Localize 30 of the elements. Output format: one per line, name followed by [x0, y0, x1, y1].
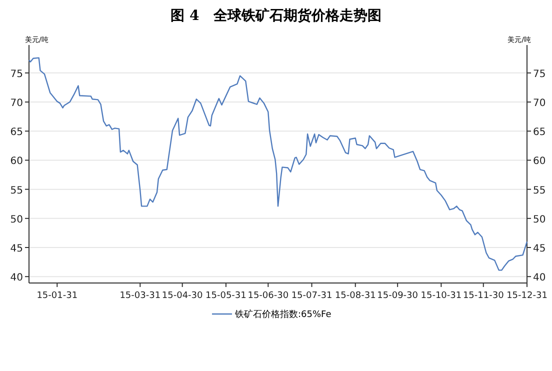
y-tick-label: 55 [10, 185, 23, 196]
x-tick-label: 15-05-31 [206, 291, 246, 301]
x-tick-label: 15-08-31 [334, 291, 376, 301]
x-tick-label: 15-01-31 [36, 291, 78, 301]
y2-tick-label: 60 [533, 156, 546, 168]
y2-tick-label: 45 [533, 244, 546, 255]
x-tick-label: 15-10-31 [420, 291, 462, 301]
y-tick-label: 40 [10, 272, 23, 284]
y2-tick-label: 70 [533, 98, 546, 110]
y2-tick-label: 75 [533, 68, 546, 80]
x-tick-label: 15-03-31 [120, 291, 161, 301]
x-tick-label: 15-12-31 [506, 291, 548, 301]
y-tick-label: 65 [10, 127, 23, 138]
x-tick-label: 15-06-30 [248, 291, 289, 301]
y-tick-label: 70 [10, 98, 23, 110]
x-tick-label: 15-07-31 [291, 291, 332, 301]
legend: 铁矿石价格指数:65%Fe [212, 310, 332, 320]
y2-tick-label: 55 [533, 185, 546, 196]
y-tick-label: 45 [10, 244, 23, 255]
y2-tick-label: 40 [533, 272, 546, 284]
x-tick-label: 15-09-30 [377, 291, 418, 301]
y2-tick-label: 50 [533, 214, 546, 226]
y-tick-label: 60 [10, 156, 23, 168]
legend-label: 铁矿石价格指数:65%Fe [234, 309, 332, 320]
y-tick-label: 50 [10, 214, 23, 226]
y-tick-label: 75 [10, 68, 23, 80]
chart-title: 图 4 全球铁矿石期货价格走势图 [170, 7, 382, 24]
x-tick-label: 15-11-30 [462, 291, 504, 301]
x-tick-label: 15-04-30 [162, 291, 204, 301]
y2-tick-label: 65 [533, 127, 546, 138]
